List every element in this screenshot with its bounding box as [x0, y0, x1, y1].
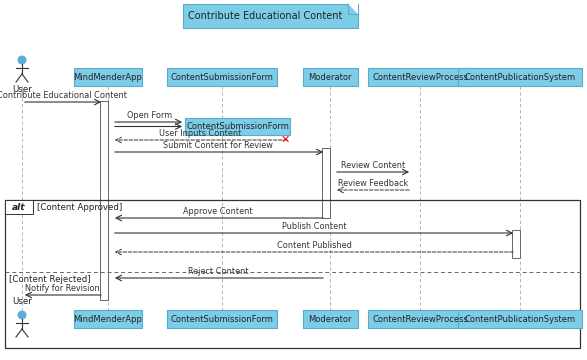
Text: [Content Rejected]: [Content Rejected] [9, 274, 90, 284]
Text: Publish Content: Publish Content [282, 222, 346, 231]
Text: Review Content: Review Content [341, 161, 405, 170]
Bar [458, 68, 582, 86]
Text: ContentSubmissionForm: ContentSubmissionForm [171, 315, 274, 324]
Text: MindMenderApp: MindMenderApp [73, 72, 143, 81]
Text: Moderator: Moderator [308, 315, 352, 324]
Bar [183, 4, 358, 28]
Polygon shape [348, 4, 358, 14]
Bar [322, 148, 330, 218]
Bar [185, 118, 290, 135]
Text: Contribute Educational Content: Contribute Educational Content [188, 11, 343, 21]
Bar [5, 200, 580, 348]
Text: ContentPublicationSystem: ContentPublicationSystem [464, 72, 576, 81]
Bar [368, 310, 472, 328]
Circle shape [18, 311, 26, 319]
Text: Contribute Educational Content: Contribute Educational Content [0, 91, 127, 100]
Bar [74, 310, 142, 328]
Text: Content Published: Content Published [276, 241, 352, 250]
Text: User: User [12, 85, 32, 94]
Text: ContentReviewProcess: ContentReviewProcess [372, 72, 468, 81]
Bar [458, 310, 582, 328]
Bar [167, 68, 276, 86]
Text: User Inputs Content: User Inputs Content [159, 129, 241, 138]
Text: ContentSubmissionForm: ContentSubmissionForm [186, 122, 289, 131]
Text: Open Form: Open Form [127, 111, 173, 120]
Bar [368, 68, 472, 86]
Text: User: User [12, 297, 32, 306]
Text: Approve Content: Approve Content [183, 207, 253, 216]
Text: Submit Content for Review: Submit Content for Review [163, 141, 273, 150]
Bar [302, 68, 357, 86]
Bar [74, 68, 142, 86]
Text: ContentReviewProcess: ContentReviewProcess [372, 315, 468, 324]
Circle shape [18, 56, 26, 64]
Text: ✕: ✕ [281, 135, 290, 145]
Bar [100, 101, 108, 300]
Text: MindMenderApp: MindMenderApp [73, 315, 143, 324]
Text: alt: alt [12, 202, 26, 211]
Text: Notify for Revision: Notify for Revision [25, 284, 99, 293]
Bar [302, 310, 357, 328]
Text: [Content Approved]: [Content Approved] [37, 202, 122, 211]
Bar [167, 310, 276, 328]
Bar [512, 230, 520, 258]
Text: Reject Content: Reject Content [188, 267, 248, 276]
Text: Review Feedback: Review Feedback [338, 179, 408, 188]
Text: Moderator: Moderator [308, 72, 352, 81]
Bar [5, 200, 33, 214]
Text: ContentSubmissionForm: ContentSubmissionForm [171, 72, 274, 81]
Text: ContentPublicationSystem: ContentPublicationSystem [464, 315, 576, 324]
